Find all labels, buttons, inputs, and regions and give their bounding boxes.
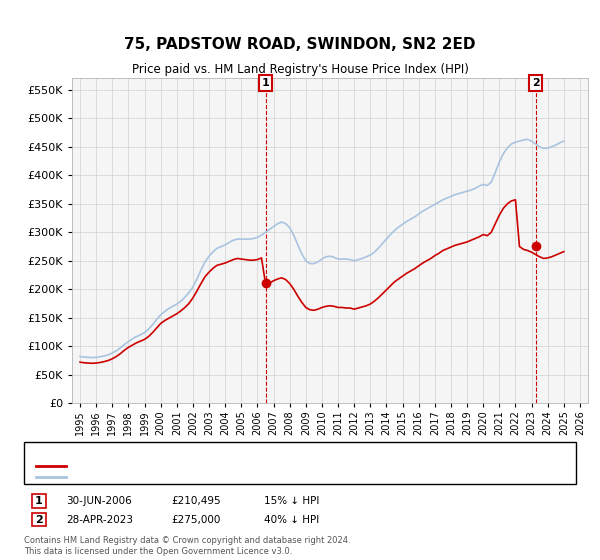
Text: 1: 1 — [35, 496, 43, 506]
Text: 28-APR-2023: 28-APR-2023 — [66, 515, 133, 525]
Text: 30-JUN-2006: 30-JUN-2006 — [66, 496, 132, 506]
Text: 40% ↓ HPI: 40% ↓ HPI — [264, 515, 319, 525]
Text: 15% ↓ HPI: 15% ↓ HPI — [264, 496, 319, 506]
Text: 75, PADSTOW ROAD, SWINDON, SN2 2ED: 75, PADSTOW ROAD, SWINDON, SN2 2ED — [124, 38, 476, 52]
Text: Price paid vs. HM Land Registry's House Price Index (HPI): Price paid vs. HM Land Registry's House … — [131, 63, 469, 77]
Text: Contains HM Land Registry data © Crown copyright and database right 2024.
This d: Contains HM Land Registry data © Crown c… — [24, 536, 350, 556]
Text: 2: 2 — [532, 78, 539, 88]
Text: £275,000: £275,000 — [171, 515, 220, 525]
Text: 1: 1 — [262, 78, 269, 88]
Text: 75, PADSTOW ROAD, SWINDON, SN2 2ED (detached house): 75, PADSTOW ROAD, SWINDON, SN2 2ED (deta… — [72, 461, 383, 471]
Text: £210,495: £210,495 — [171, 496, 221, 506]
Text: 2: 2 — [35, 515, 43, 525]
Text: HPI: Average price, detached house, Swindon: HPI: Average price, detached house, Swin… — [72, 472, 309, 482]
